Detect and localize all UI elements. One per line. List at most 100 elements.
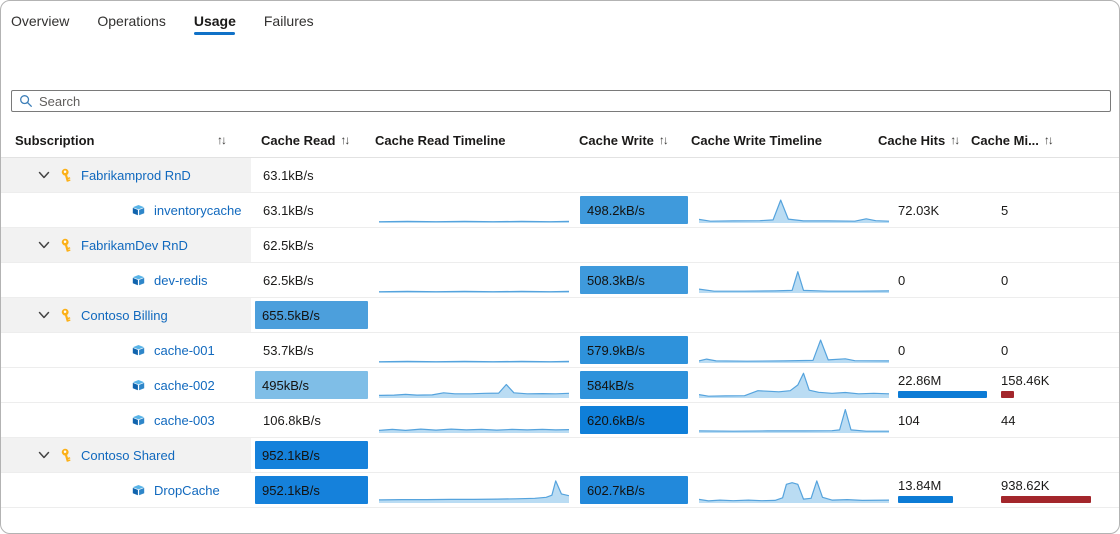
column-label: Cache Write Timeline [691, 132, 823, 148]
chevron-down-icon[interactable] [37, 168, 51, 182]
cache-icon [132, 345, 145, 356]
subscription-cell: inventorycache [1, 193, 251, 227]
cache-write-value: 508.3kB/s [587, 272, 645, 288]
cache-read-value-cell: 106.8kB/s [251, 403, 371, 437]
cache-write-value-cell: 498.2kB/s [576, 193, 691, 227]
subscription-link[interactable]: Contoso Billing [81, 307, 168, 323]
subscription-cell: cache-001 [1, 333, 251, 367]
column-header-cache-write-timeline[interactable]: Cache Write Timeline [691, 123, 876, 157]
cache-row: DropCache 952.1kB/s 602.7kB/s 13.84M 938.62K [1, 473, 1119, 508]
tab-operations[interactable]: Operations [97, 13, 166, 29]
cache-hits-value-cell: 72.03K [896, 193, 996, 227]
chevron-down-icon[interactable] [37, 238, 51, 252]
search-icon [20, 95, 32, 107]
cache-hits-value-cell: 13.84M [896, 473, 996, 507]
sort-icon[interactable]: ↑↓ [1043, 133, 1054, 147]
subscription-group-row: Contoso Shared 952.1kB/s [1, 438, 1119, 473]
tab-overview[interactable]: Overview [11, 13, 70, 29]
cache-read-value-cell: 62.5kB/s [251, 228, 371, 262]
cache-write-value-bar: 498.2kB/s [580, 196, 688, 224]
table-header-row: Subscription ↑↓ Cache Read ↑↓ Cache Read Tim… [1, 123, 1119, 158]
cache-hits-value-cell [896, 228, 996, 262]
cache-link[interactable]: DropCache [154, 482, 220, 498]
cache-read-value-cell: 62.5kB/s [251, 263, 371, 297]
cache-misses-value: 5 [1001, 202, 1009, 218]
sort-icon[interactable]: ↑↓ [340, 133, 350, 147]
sort-icon[interactable]: ↑↓ [217, 133, 227, 147]
cache-read-value-bar: 952.1kB/s [255, 441, 368, 469]
cache-hits-value-cell: 104 [896, 403, 996, 437]
subscription-cell: cache-002 [1, 368, 251, 402]
cache-read-value-bar: 655.5kB/s [255, 301, 368, 329]
key-icon [61, 448, 71, 462]
cache-link[interactable]: cache-002 [154, 377, 215, 393]
column-label: Cache Mi... [971, 132, 1039, 148]
timeline-sparkline [699, 271, 889, 293]
cache-write-timeline [691, 333, 896, 367]
cache-misses-value: 158.46K [1001, 372, 1050, 388]
search-box[interactable] [11, 90, 1111, 112]
cache-read-value: 63.1kB/s [263, 167, 314, 183]
cache-misses-value-cell: 158.46K [996, 368, 1119, 402]
cache-misses-value-cell [996, 438, 1119, 472]
cache-read-timeline [371, 193, 576, 227]
subscription-link[interactable]: FabrikamDev RnD [81, 237, 188, 253]
timeline-sparkline [699, 480, 889, 503]
timeline-sparkline [379, 290, 569, 293]
cache-link[interactable]: dev-redis [154, 272, 208, 288]
subscription-group-row: FabrikamDev RnD 62.5kB/s [1, 228, 1119, 263]
tab-usage[interactable]: Usage [193, 13, 236, 38]
cache-icon [132, 415, 145, 426]
cache-row: cache-003 106.8kB/s 620.6kB/s 104 44 [1, 403, 1119, 438]
cache-write-value: 498.2kB/s [587, 202, 645, 218]
cache-misses-value: 44 [1001, 412, 1016, 428]
cache-write-timeline [691, 298, 896, 332]
cache-read-value-cell: 655.5kB/s [251, 298, 371, 332]
cache-hits-value: 72.03K [898, 202, 940, 218]
column-header-cache-write[interactable]: Cache Write ↑↓ [576, 123, 691, 157]
column-header-cache-read-timeline[interactable]: Cache Read Timeline [371, 123, 576, 157]
sort-icon[interactable]: ↑↓ [658, 133, 669, 147]
cache-write-value: 584kB/s [587, 377, 634, 393]
cache-read-timeline [371, 333, 576, 367]
cache-read-value: 62.5kB/s [263, 237, 314, 253]
cache-read-timeline [371, 228, 576, 262]
cache-read-value: 106.8kB/s [263, 412, 321, 428]
subscription-link[interactable]: Fabrikamprod RnD [81, 167, 191, 183]
cache-read-timeline [371, 438, 576, 472]
timeline-sparkline [699, 339, 889, 363]
column-label: Cache Write [579, 132, 654, 148]
subscription-link[interactable]: Contoso Shared [81, 447, 175, 463]
cache-write-timeline [691, 263, 896, 297]
column-header-cache-hits[interactable]: Cache Hits ↑↓ [876, 123, 971, 157]
cache-link[interactable]: cache-001 [154, 342, 215, 358]
cache-read-value: 62.5kB/s [263, 272, 314, 288]
cache-row: inventorycache 63.1kB/s 498.2kB/s 72.03K 5 [1, 193, 1119, 228]
cache-hits-value-cell [896, 158, 996, 192]
cache-hits-value: 0 [898, 342, 906, 358]
chevron-down-icon[interactable] [37, 448, 51, 462]
sort-icon[interactable]: ↑↓ [950, 133, 960, 147]
subscription-group-row: Fabrikamprod RnD 63.1kB/s [1, 158, 1119, 193]
cache-misses-value-cell: 0 [996, 263, 1119, 297]
cache-link[interactable]: cache-003 [154, 412, 215, 428]
column-header-subscription[interactable]: Subscription ↑↓ [1, 123, 251, 157]
cache-hits-value-bar [898, 495, 953, 503]
cache-write-value-cell [576, 298, 691, 332]
cache-read-value-cell: 495kB/s [251, 368, 371, 402]
chevron-down-icon[interactable] [37, 308, 51, 322]
search-input[interactable] [39, 93, 1110, 109]
column-header-cache-read[interactable]: Cache Read ↑↓ [251, 123, 371, 157]
cache-misses-value-cell [996, 298, 1119, 332]
cache-misses-value-bar [1001, 495, 1091, 503]
cache-icon [132, 275, 145, 286]
tab-failures[interactable]: Failures [263, 13, 314, 29]
subscription-cell: Contoso Billing [1, 298, 251, 332]
tab-bar: Overview Operations Usage Failures [1, 1, 1119, 38]
column-header-cache-mi[interactable]: Cache Mi... ↑↓ [971, 123, 1119, 157]
cache-hits-value-bar [898, 390, 987, 398]
cache-misses-value-cell: 0 [996, 333, 1119, 367]
subscription-cell: cache-003 [1, 403, 251, 437]
cache-link[interactable]: inventorycache [154, 202, 242, 218]
cache-write-value-cell: 584kB/s [576, 368, 691, 402]
